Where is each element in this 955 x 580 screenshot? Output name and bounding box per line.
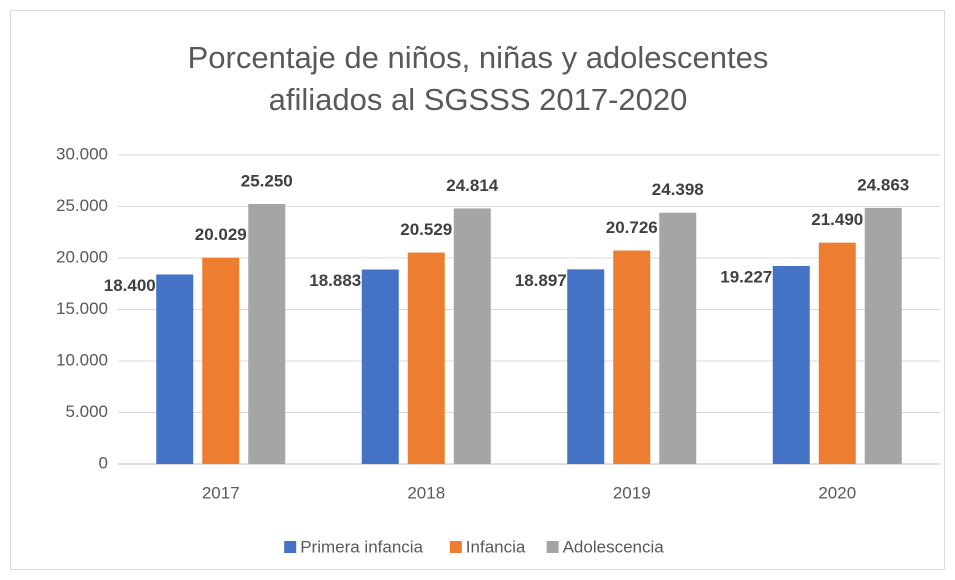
data-label: 20.529 <box>400 220 452 239</box>
y-tick-label: 30.000 <box>56 144 108 163</box>
legend-label: Adolescencia <box>563 537 665 556</box>
y-tick-label: 15.000 <box>56 299 108 318</box>
bar <box>248 203 286 465</box>
y-tick-label: 10.000 <box>56 350 108 369</box>
data-label: 19.227 <box>720 267 772 286</box>
data-label: 24.863 <box>857 175 909 194</box>
bar <box>613 250 651 464</box>
data-label: 24.398 <box>652 180 704 199</box>
bar <box>156 274 194 464</box>
bar <box>567 269 605 464</box>
chart-title: Porcentaje de niños, niñas y adolescente… <box>188 40 769 75</box>
legend-swatch <box>449 541 462 553</box>
data-label: 25.250 <box>241 171 293 190</box>
legend-label: Infancia <box>466 537 526 556</box>
bar <box>818 242 856 464</box>
data-label: 24.814 <box>446 176 499 195</box>
data-label: 18.400 <box>104 276 156 295</box>
data-label: 18.883 <box>309 271 361 290</box>
x-tick-label: 2018 <box>407 483 445 502</box>
data-label: 20.726 <box>606 218 658 237</box>
data-label: 18.897 <box>515 271 567 290</box>
y-tick-label: 0 <box>99 453 108 472</box>
legend-swatch <box>284 541 297 553</box>
y-tick-label: 5.000 <box>65 402 108 421</box>
chart-title: afiliados al SGSSS 2017-2020 <box>269 82 688 117</box>
bar <box>453 208 491 464</box>
y-tick-label: 25.000 <box>56 196 108 215</box>
data-label: 20.029 <box>195 225 247 244</box>
bar <box>202 257 240 464</box>
bar <box>407 252 445 464</box>
x-tick-label: 2017 <box>202 483 240 502</box>
bar <box>361 269 399 464</box>
data-label: 21.490 <box>811 210 863 229</box>
bar <box>864 207 902 464</box>
legend-swatch <box>546 541 559 553</box>
bar <box>772 265 810 464</box>
y-tick-label: 20.000 <box>56 247 108 266</box>
x-tick-label: 2019 <box>613 483 651 502</box>
legend-label: Primera infancia <box>300 537 423 556</box>
x-tick-label: 2020 <box>818 483 856 502</box>
bar <box>659 212 697 464</box>
